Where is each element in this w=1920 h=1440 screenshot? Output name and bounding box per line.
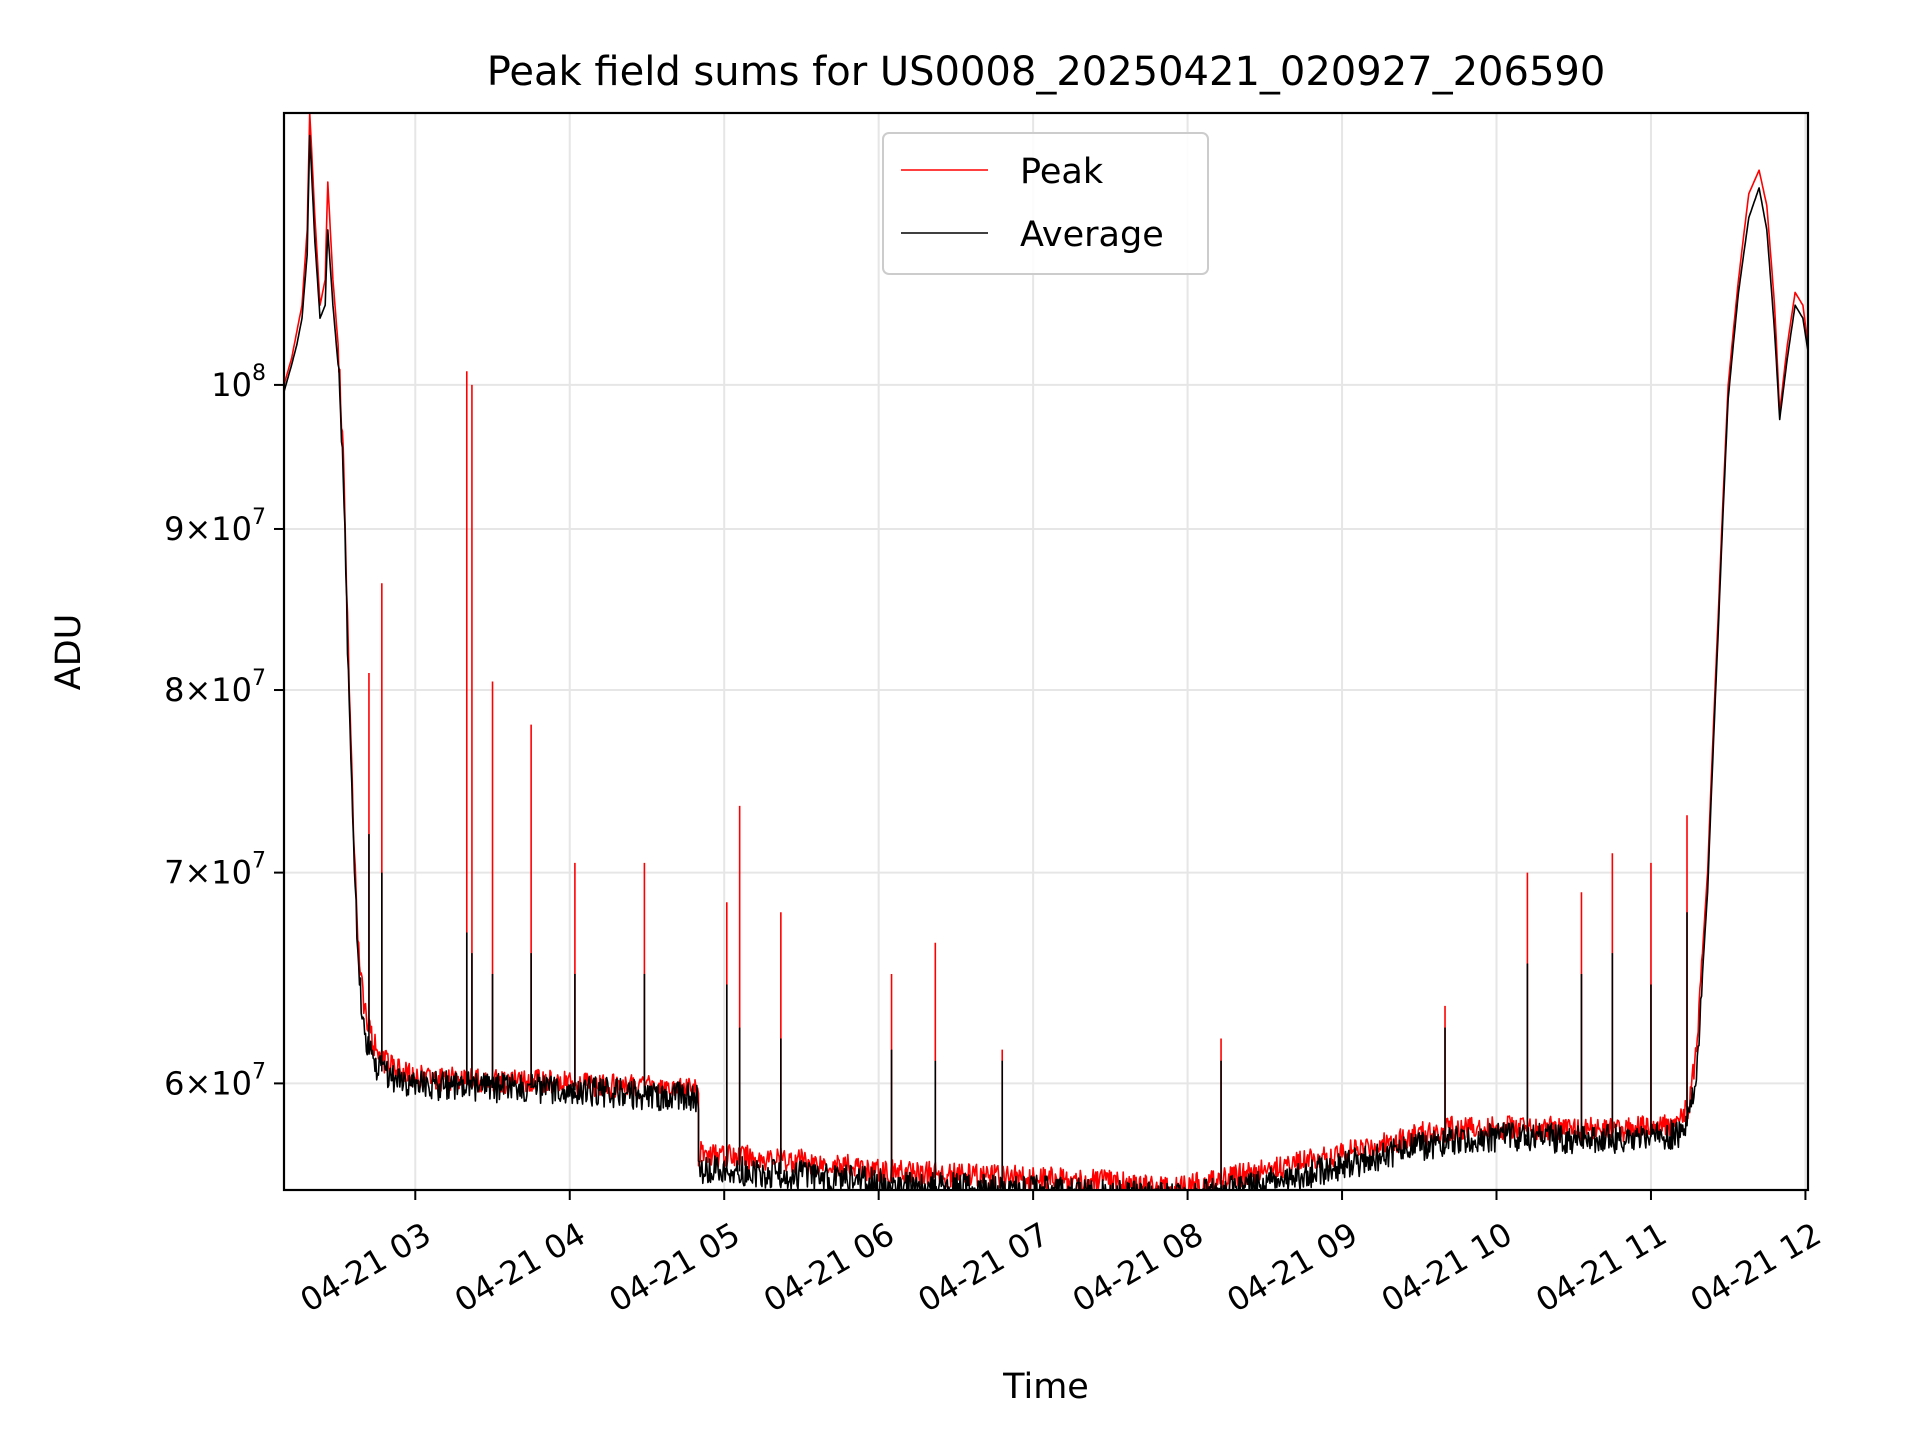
y-tick-label: 108 (211, 361, 266, 404)
chart-title: Peak field sums for US0008_20250421_0209… (487, 49, 1606, 95)
series-line-average (284, 134, 1808, 1190)
y-tick-label: 6×107 (164, 1059, 266, 1102)
legend-label-average: Average (1020, 215, 1164, 255)
grid (284, 113, 1808, 1190)
legend-label-peak: Peak (1020, 152, 1104, 192)
legend: Peak Average (882, 132, 1209, 275)
y-tick-label: 7×107 (164, 849, 266, 892)
axes-frame (282, 111, 1810, 1192)
y-tick-label: 9×107 (164, 505, 266, 548)
y-axis: 6×107 7×107 8×107 9×107 108 (164, 361, 284, 1102)
x-axis-label: Time (1002, 1367, 1089, 1407)
legend-box (882, 132, 1209, 275)
series-group (284, 113, 1808, 1190)
plot-area (284, 113, 1808, 1190)
y-tick-label: 8×107 (164, 666, 266, 709)
y-axis-label: ADU (49, 614, 89, 691)
